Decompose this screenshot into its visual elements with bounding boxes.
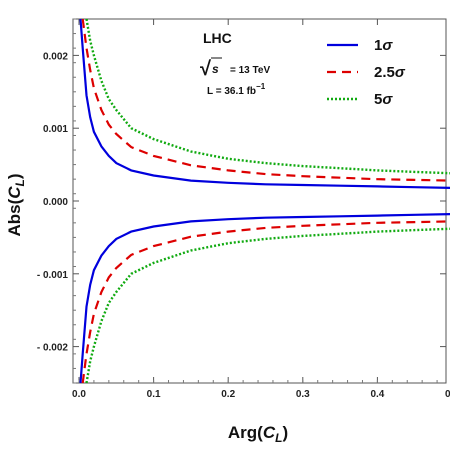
ticks: 0.0 0.1 0.2 0.3 0.4 0.5 0.002 0.001 0.000 - 0.001…	[37, 18, 450, 400]
legend-label-1: 1σ	[374, 37, 393, 54]
axis-title-var: C	[5, 186, 24, 199]
annotation-collider: LHC	[203, 30, 232, 46]
axis-title-close: )	[5, 173, 24, 179]
x-axis-title: Arg(CL)	[228, 423, 288, 445]
luminosity-exponent: −1	[256, 82, 266, 91]
luminosity-text: L = 36.1 fb	[207, 86, 256, 97]
energy-value: = 13 TeV	[230, 65, 270, 76]
series-2-lower-curve	[81, 220, 450, 384]
axis-title-sub: L	[275, 431, 282, 445]
sqrt-symbol: √	[200, 58, 212, 80]
x-tick-label: 0.5	[445, 389, 450, 400]
axis-title-sub: L	[13, 179, 27, 186]
x-tick-label: 0.3	[296, 389, 310, 400]
axis-title-close: )	[282, 423, 288, 442]
x-tick-label: 0.4	[370, 389, 384, 400]
y-tick-label: - 0.002	[37, 343, 69, 354]
x-axis-title-text: Arg(CL)	[228, 423, 288, 445]
legend-label-sigma: σ	[382, 37, 393, 54]
legend-label-2: 2.5σ	[374, 64, 406, 81]
legend-label-3: 5σ	[374, 91, 393, 108]
y-tick-label: 0.000	[43, 197, 68, 208]
series-2-upper-curve	[81, 18, 450, 182]
legend-label-base: 5	[374, 91, 382, 108]
series-3-upper-curve	[85, 18, 450, 175]
series-1-lower-curve	[79, 213, 450, 384]
y-axis-title-text: Abs(CL)	[5, 173, 27, 236]
x-tick-label: 0.2	[221, 389, 235, 400]
legend-label-base: 2.5	[374, 64, 395, 81]
series-3-lower-curve	[85, 227, 450, 384]
y-tick-label: - 0.001	[37, 270, 69, 281]
legend-label-base: 1	[374, 37, 382, 54]
annotation-energy: √ s = 13 TeV	[200, 57, 270, 80]
legend-label-sigma: σ	[395, 64, 406, 81]
x-tick-label: 0.1	[147, 389, 161, 400]
axis-title-var: C	[263, 423, 276, 442]
series-1-upper-curve	[79, 18, 450, 189]
annotation-luminosity: L = 36.1 fb−1	[207, 82, 266, 97]
y-tick-label: 0.001	[43, 124, 68, 135]
y-tick-label: 0.002	[43, 51, 68, 62]
legend-label-sigma: σ	[382, 91, 393, 108]
y-axis-title: Abs(CL)	[5, 173, 27, 236]
x-tick-label: 0.0	[72, 389, 86, 400]
curves	[79, 18, 450, 384]
energy-variable: s	[212, 62, 219, 76]
